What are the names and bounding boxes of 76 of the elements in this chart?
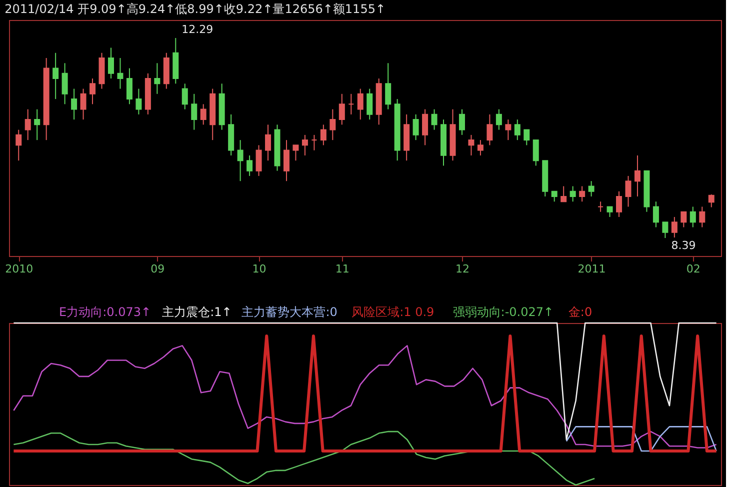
candlestick bbox=[708, 194, 714, 208]
candlestick bbox=[108, 47, 114, 80]
candlestick bbox=[412, 114, 419, 141]
candlestick bbox=[80, 88, 86, 120]
candlestick bbox=[366, 88, 373, 120]
text: 风险区域:1 0.9 bbox=[352, 305, 434, 319]
candlestick bbox=[237, 140, 244, 182]
candlestick bbox=[256, 144, 262, 176]
x-tick-label: 12 bbox=[455, 262, 470, 276]
legend-label: 金:0 bbox=[568, 305, 592, 319]
candlestick bbox=[634, 154, 640, 197]
candlestick bbox=[330, 108, 336, 141]
candlestick bbox=[486, 114, 493, 146]
candlestick bbox=[458, 108, 465, 136]
candlestick bbox=[570, 186, 576, 202]
candlestick bbox=[126, 68, 132, 105]
candlestick bbox=[348, 93, 354, 115]
candlestick bbox=[690, 206, 696, 228]
candlestick bbox=[62, 62, 68, 105]
candlestick bbox=[468, 134, 474, 156]
candlestick bbox=[431, 108, 438, 130]
candlestick bbox=[551, 190, 558, 202]
chart-subtitle: 2011/02/14 开9.09↑高9.24↑低8.99↑收9.22↑量12656↑额1155↑ bbox=[4, 2, 386, 16]
text: E力动向:0.073↑ bbox=[59, 305, 152, 319]
candlestick bbox=[52, 52, 59, 100]
text: 强弱动向:-0.027↑ bbox=[452, 305, 554, 319]
candlestick bbox=[477, 140, 484, 156]
candlestick bbox=[24, 108, 31, 141]
text: 主力蓄势大本营:0 bbox=[242, 305, 338, 319]
candlestick bbox=[302, 134, 308, 156]
candlestick bbox=[616, 190, 622, 218]
x-tick-label: 02 bbox=[686, 262, 700, 276]
x-tick-label: 09 bbox=[150, 262, 165, 276]
candlestick bbox=[320, 124, 326, 146]
candlestick bbox=[598, 201, 604, 212]
candlestick bbox=[338, 93, 345, 126]
candlestick bbox=[283, 140, 290, 182]
candlestick bbox=[136, 88, 142, 115]
candlestick bbox=[625, 175, 632, 208]
candlestick bbox=[191, 93, 198, 130]
x-tick-label: 2011 bbox=[578, 262, 606, 276]
candlestick bbox=[560, 186, 567, 202]
candlestick bbox=[16, 129, 22, 162]
candlestick bbox=[292, 144, 299, 162]
candlestick bbox=[117, 58, 124, 90]
candlestick bbox=[34, 108, 40, 141]
candlestick bbox=[671, 216, 678, 238]
candlestick bbox=[154, 62, 160, 94]
candlestick bbox=[496, 108, 502, 130]
candlestick bbox=[588, 180, 594, 197]
candlestick bbox=[514, 119, 520, 141]
candlestick bbox=[680, 211, 687, 228]
candlestick bbox=[606, 206, 613, 218]
candlestick bbox=[265, 124, 272, 162]
candlestick bbox=[311, 134, 318, 151]
series-label: 主力震仓:1↑ bbox=[162, 305, 232, 319]
candlestick bbox=[524, 129, 530, 146]
candlestick bbox=[385, 62, 392, 110]
x-tick-label: 2010 bbox=[5, 262, 34, 276]
text: 8.39 bbox=[671, 239, 696, 252]
text: 12.29 bbox=[182, 23, 214, 36]
candlestick bbox=[71, 88, 78, 120]
candlestick bbox=[505, 119, 512, 141]
candlestick bbox=[652, 201, 659, 228]
candlestick bbox=[579, 186, 586, 202]
x-tick-label: 11 bbox=[335, 262, 350, 276]
candlestick bbox=[200, 104, 206, 126]
candlestick bbox=[357, 88, 364, 120]
candlestick bbox=[246, 154, 253, 176]
candlestick bbox=[662, 222, 668, 238]
candlestick bbox=[699, 206, 706, 228]
candlestick bbox=[532, 140, 539, 166]
candlestick bbox=[182, 83, 188, 110]
candlestick bbox=[422, 108, 428, 146]
candlestick bbox=[90, 78, 96, 105]
x-tick-label: 10 bbox=[252, 262, 266, 276]
